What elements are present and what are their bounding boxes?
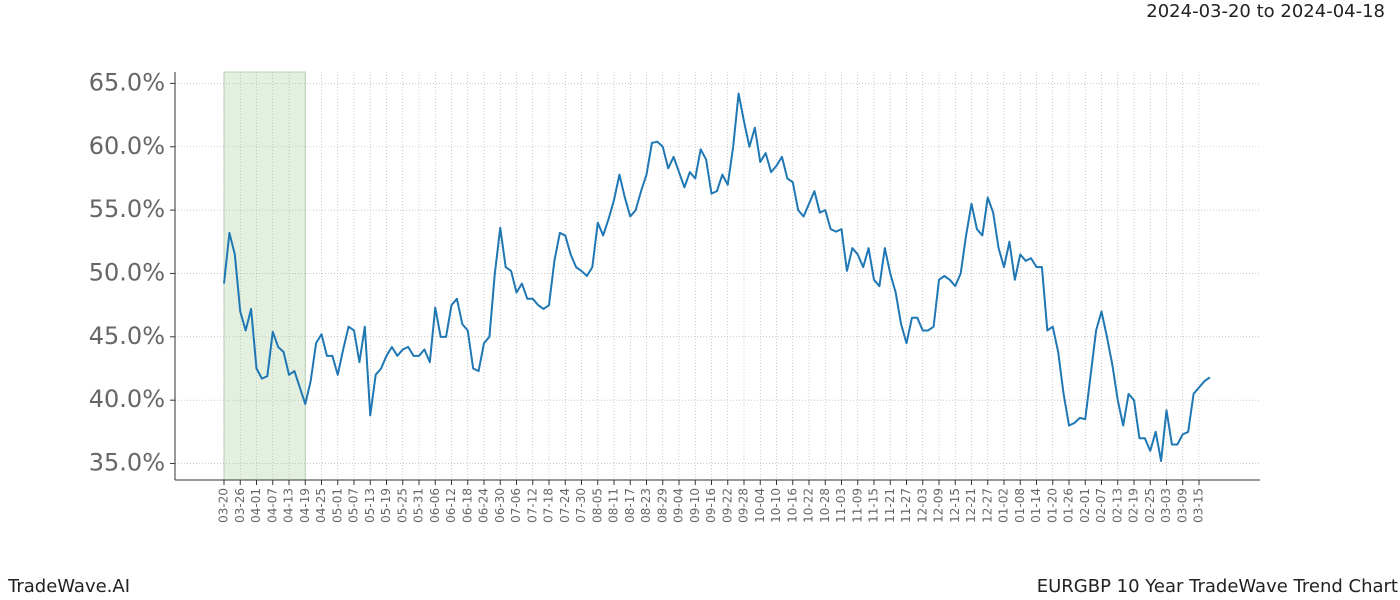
x-tick-label: 12-15: [948, 488, 962, 523]
x-tick-label: 11-09: [850, 488, 864, 523]
x-tick-label: 01-14: [1029, 488, 1043, 523]
x-tick-label: 06-18: [460, 488, 474, 523]
x-tick-label: 03-26: [233, 488, 247, 523]
x-tick-label: 08-23: [639, 488, 653, 523]
y-tick-label: 50.0%: [89, 258, 165, 286]
x-tick-label: 05-19: [379, 488, 393, 523]
x-tick-label: 12-03: [915, 488, 929, 523]
x-tick-label: 08-11: [607, 488, 621, 523]
x-tick-label: 10-16: [785, 488, 799, 523]
chart-name: EURGBP 10 Year TradeWave Trend Chart: [1037, 576, 1398, 597]
x-tick-label: 01-26: [1062, 488, 1076, 523]
x-tick-label: 04-01: [249, 488, 263, 523]
x-tick-label: 01-20: [1045, 488, 1059, 523]
x-tick-label: 04-19: [298, 488, 312, 523]
x-tick-label: 03-20: [217, 488, 231, 523]
x-tick-label: 09-28: [737, 488, 751, 523]
x-tick-label: 12-27: [980, 488, 994, 523]
x-tick-label: 05-25: [395, 488, 409, 523]
y-tick-label: 40.0%: [89, 385, 165, 413]
x-tick-label: 06-06: [428, 488, 442, 523]
line-series: [223, 92, 1211, 462]
x-tick-label: 02-01: [1078, 488, 1092, 523]
x-tick-label: 09-10: [688, 488, 702, 523]
x-tick-label: 11-21: [883, 488, 897, 523]
x-tick-label: 05-13: [363, 488, 377, 523]
x-tick-label: 05-07: [347, 488, 361, 523]
x-tick-label: 07-12: [525, 488, 539, 523]
x-tick-label: 07-30: [574, 488, 588, 523]
x-tick-label: 12-09: [932, 488, 946, 523]
x-tick-label: 10-10: [769, 488, 783, 523]
x-tick-label: 06-24: [477, 488, 491, 523]
x-tick-label: 10-22: [802, 488, 816, 523]
y-tick-label: 60.0%: [89, 132, 165, 160]
x-tick-label: 09-22: [720, 488, 734, 523]
x-tick-label: 02-25: [1143, 488, 1157, 523]
x-tick-label: 03-03: [1159, 488, 1173, 523]
x-tick-label: 02-07: [1094, 488, 1108, 523]
x-tick-label: 08-17: [623, 488, 637, 523]
y-tick-label: 45.0%: [89, 322, 165, 350]
x-tick-label: 04-25: [314, 488, 328, 523]
x-tick-label: 03-15: [1192, 488, 1206, 523]
x-tick-label: 11-03: [834, 488, 848, 523]
x-tick-label: 07-18: [542, 488, 556, 523]
x-tick-label: 11-27: [899, 488, 913, 523]
y-tick-label: 65.0%: [89, 68, 165, 96]
x-tick-label: 09-04: [672, 488, 686, 523]
x-tick-label: 10-04: [753, 488, 767, 523]
x-tick-label: 02-13: [1110, 488, 1124, 523]
x-tick-label: 06-30: [493, 488, 507, 523]
x-tick-label: 01-08: [1013, 488, 1027, 523]
x-tick-label: 09-16: [704, 488, 718, 523]
brand: TradeWave.AI: [7, 576, 130, 597]
x-tick-label: 05-01: [330, 488, 344, 523]
x-tick-label: 08-05: [590, 488, 604, 523]
x-tick-label: 10-28: [818, 488, 832, 523]
x-tick-label: 08-29: [655, 488, 669, 523]
x-tick-label: 02-19: [1127, 488, 1141, 523]
y-tick-label: 55.0%: [89, 195, 165, 223]
x-tick-label: 07-06: [509, 488, 523, 523]
x-tick-label: 01-02: [997, 488, 1011, 523]
x-tick-label: 11-15: [867, 488, 881, 523]
y-tick-label: 35.0%: [89, 449, 165, 477]
x-tick-label: 04-13: [282, 488, 296, 523]
x-tick-label: 07-24: [558, 488, 572, 523]
date-range: 2024-03-20 to 2024-04-18: [1146, 1, 1385, 22]
x-tick-label: 12-21: [964, 488, 978, 523]
x-tick-label: 06-12: [444, 488, 458, 523]
x-tick-label: 05-31: [412, 488, 426, 523]
x-tick-label: 04-07: [265, 488, 279, 523]
x-tick-label: 03-09: [1175, 488, 1189, 523]
